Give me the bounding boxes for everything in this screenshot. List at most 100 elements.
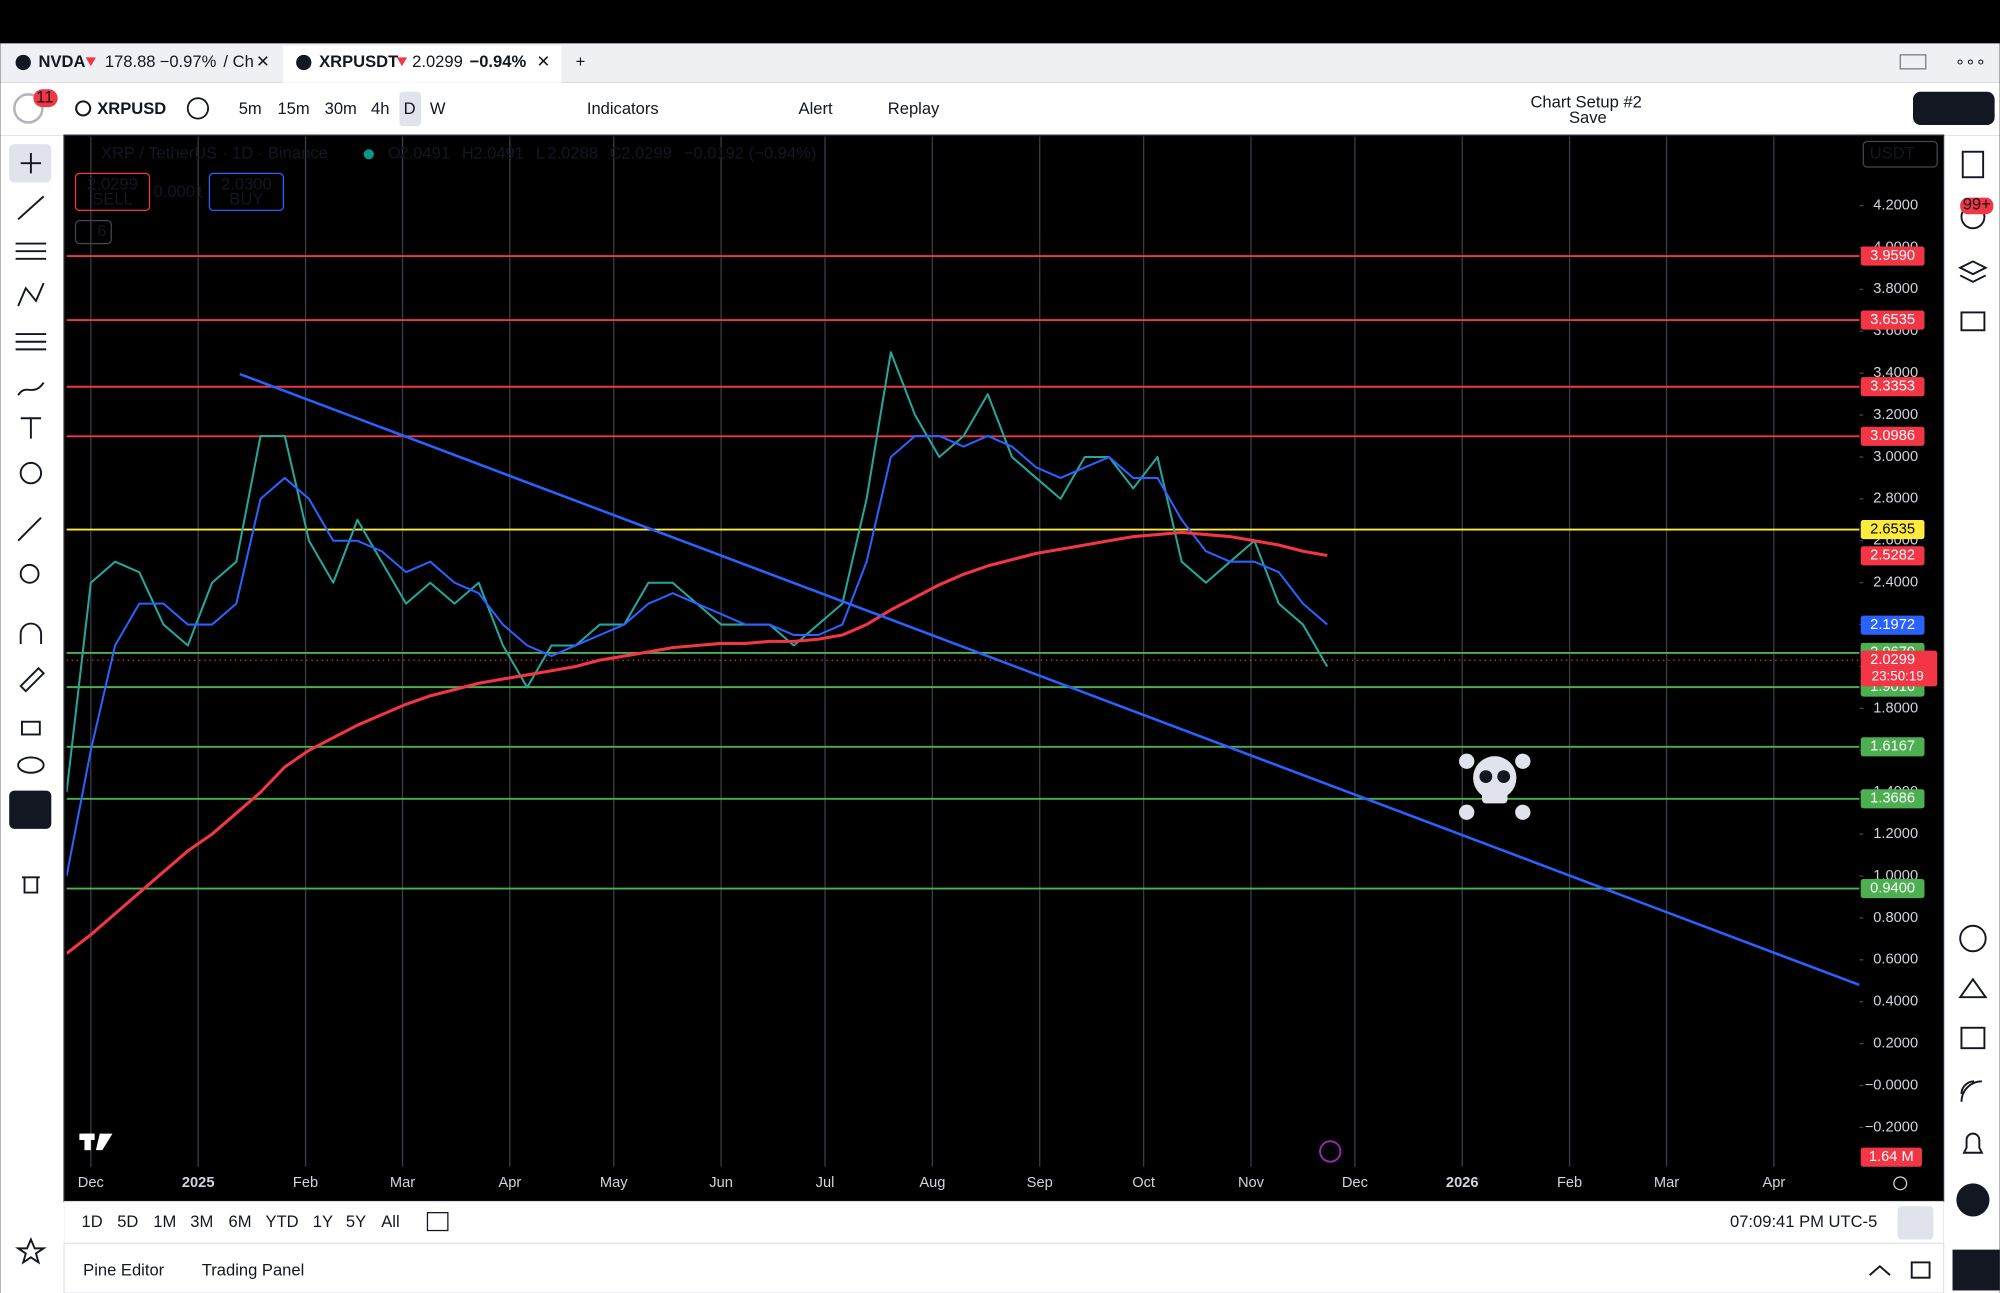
layout-name[interactable]: Chart Setup #2 xyxy=(1530,93,1641,112)
price-series xyxy=(66,434,1328,877)
range-button[interactable]: YTD xyxy=(266,1212,299,1231)
price-tag-label: 2.1972 xyxy=(1870,617,1915,633)
brush-tool[interactable] xyxy=(17,381,45,396)
interval[interactable]: 5m xyxy=(239,99,262,118)
ideas[interactable] xyxy=(1958,977,1988,999)
apps[interactable] xyxy=(1956,1183,1990,1217)
symbol-search[interactable]: XRPUSD xyxy=(97,99,166,118)
range-button[interactable]: 5D xyxy=(117,1212,138,1231)
y-tick-label: 3.8000 xyxy=(1873,281,1918,297)
hotlists[interactable] xyxy=(1959,924,1987,953)
date-range-icon[interactable] xyxy=(426,1212,449,1232)
left-toolbar xyxy=(0,135,65,1293)
streams[interactable] xyxy=(1960,1080,1982,1102)
toolbar xyxy=(0,82,2000,136)
sell-label: SELL xyxy=(92,190,133,209)
interval[interactable]: W xyxy=(430,99,446,118)
emoji-tool[interactable] xyxy=(19,461,43,485)
x-tick-label: Oct xyxy=(1132,1175,1155,1191)
remove-tool[interactable] xyxy=(21,876,40,894)
calendar[interactable] xyxy=(1960,1026,1986,1050)
fit-button[interactable] xyxy=(1897,1206,1934,1240)
buy-price: 2.0300 xyxy=(221,174,272,193)
measure-tool[interactable] xyxy=(17,517,42,542)
volume-tag xyxy=(1860,1147,1922,1167)
lock-tool[interactable] xyxy=(21,720,41,736)
news-flash[interactable] xyxy=(1319,1140,1342,1163)
watchlist[interactable] xyxy=(1961,150,1985,179)
maximize-icon[interactable] xyxy=(1910,1261,1931,1279)
price-tag xyxy=(1860,546,1925,566)
tab-close[interactable]: ✕ xyxy=(537,52,551,71)
y-tick-label: 3.2000 xyxy=(1873,407,1918,423)
range-button[interactable]: 1Y xyxy=(313,1212,333,1231)
magnet-tool[interactable] xyxy=(19,622,43,644)
link-tool[interactable] xyxy=(9,790,52,829)
ohlc-label: C xyxy=(610,144,622,163)
clock: 07:09:41 PM UTC-5 xyxy=(1730,1212,1877,1231)
spread: 0.0001 xyxy=(153,182,204,201)
active-tab[interactable] xyxy=(283,45,562,83)
x-tick-label: Feb xyxy=(1557,1175,1582,1191)
pattern-tool[interactable] xyxy=(17,282,45,307)
y-tick-label: 0.6000 xyxy=(1873,952,1918,968)
fib-tool[interactable] xyxy=(15,242,47,260)
range-button[interactable]: 5Y xyxy=(346,1212,366,1231)
tab-price: 2.0299 xyxy=(412,52,463,71)
interval[interactable]: D xyxy=(404,99,416,118)
buy-button[interactable] xyxy=(208,172,285,212)
range-button[interactable]: All xyxy=(381,1212,399,1231)
y-tick-label: 0.4000 xyxy=(1873,994,1918,1010)
indicators-toggle[interactable] xyxy=(74,219,112,245)
tab-close[interactable]: ✕ xyxy=(256,52,270,71)
notifications[interactable] xyxy=(1962,1132,1984,1154)
alert-button[interactable]: Alert xyxy=(799,99,833,118)
range-bar xyxy=(64,1201,1944,1244)
y-tick-label: 2.4000 xyxy=(1873,575,1918,591)
compare-icon[interactable] xyxy=(186,97,210,120)
bottom-tab[interactable]: Pine Editor xyxy=(83,1261,165,1280)
x-tick-label: Jul xyxy=(816,1175,835,1191)
hide-tool[interactable] xyxy=(17,756,45,774)
range-button[interactable]: 1D xyxy=(82,1212,103,1231)
draw-mode-tool[interactable] xyxy=(19,666,45,693)
y-tick-label: −0.2000 xyxy=(1865,1119,1918,1135)
range-button[interactable]: 3M xyxy=(190,1212,213,1231)
range-button[interactable]: 1M xyxy=(153,1212,176,1231)
trendline-tool[interactable] xyxy=(17,195,45,221)
save-button[interactable]: Save xyxy=(1569,108,1607,127)
avatar[interactable] xyxy=(13,93,44,124)
ohlc-label: H xyxy=(462,144,474,163)
layers[interactable] xyxy=(1958,260,1988,283)
new-tab[interactable]: + xyxy=(576,52,586,71)
interval[interactable]: 15m xyxy=(277,99,309,118)
text-tool[interactable] xyxy=(20,417,42,439)
indicators-button[interactable]: Indicators xyxy=(587,99,659,118)
prediction-tool[interactable] xyxy=(15,333,47,351)
interval[interactable]: 4h xyxy=(371,99,389,118)
interval[interactable]: 30m xyxy=(325,99,357,118)
replay-button[interactable]: Replay xyxy=(888,99,940,118)
sell-button[interactable] xyxy=(74,172,151,212)
tab-more[interactable]: ∘∘∘ xyxy=(1955,52,1986,71)
price-tag-label: 2.5282 xyxy=(1870,548,1915,564)
range-button[interactable]: 6M xyxy=(229,1212,252,1231)
currency-select[interactable] xyxy=(1862,140,1938,168)
x-tick-label: Dec xyxy=(1342,1175,1368,1191)
bottom-tab[interactable]: Trading Panel xyxy=(202,1261,305,1280)
publish-button[interactable] xyxy=(1913,91,1995,125)
crosshair-tool[interactable] xyxy=(20,153,42,174)
favorites[interactable] xyxy=(14,1237,47,1265)
zoom-tool[interactable] xyxy=(19,563,40,584)
x-tick-label: Dec xyxy=(78,1175,104,1191)
ohlc-value: 2.0288 xyxy=(547,144,598,163)
tab-symbol[interactable]: NVDA xyxy=(39,52,86,71)
level-tag-label: 3.6535 xyxy=(1870,312,1915,328)
collapse-icon[interactable] xyxy=(1869,1264,1891,1276)
badge xyxy=(1960,197,1994,215)
plot: Dec 2025 Feb Mar Apr May Jun Jul Aug Sep Oct Nov Dec… xyxy=(66,136,1938,1191)
chat[interactable] xyxy=(1960,311,1986,332)
tab-symbol[interactable]: XRPUSDT xyxy=(319,52,398,71)
settings-gear[interactable] xyxy=(1893,1176,1908,1191)
